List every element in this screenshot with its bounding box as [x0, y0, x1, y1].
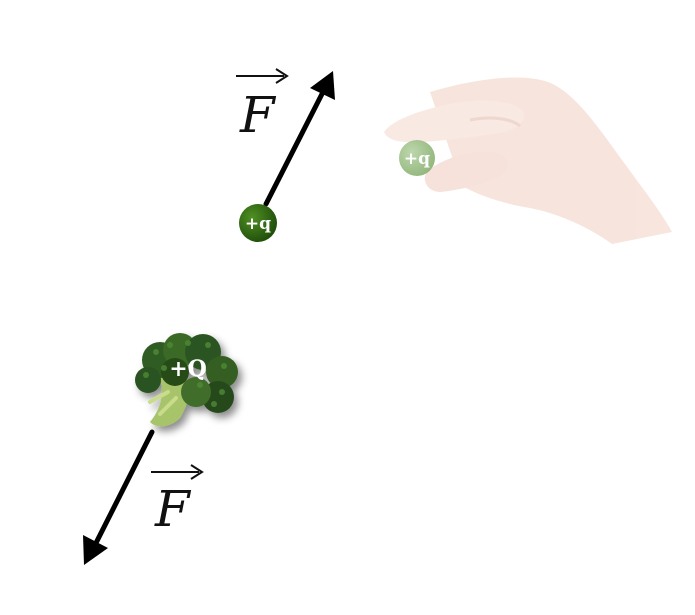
arrow-icon [83, 535, 108, 565]
force-arrow-bottom [83, 429, 155, 565]
force-label-top-text: F [239, 86, 277, 144]
source-charge-label: +Q [169, 356, 207, 382]
test-charge-label: +q [245, 214, 271, 234]
hand-icon [384, 77, 672, 245]
faded-test-charge-label: +q [404, 149, 430, 169]
force-label-bottom: F [151, 464, 204, 538]
force-arrow-top [263, 71, 335, 207]
force-label-top: F [236, 68, 289, 144]
test-charge: +q [239, 204, 277, 242]
broccoli-icon: +Q [135, 333, 238, 427]
arrow-icon [310, 71, 335, 100]
faded-test-charge: +q [399, 140, 435, 176]
force-label-bottom-text: F [154, 480, 192, 538]
